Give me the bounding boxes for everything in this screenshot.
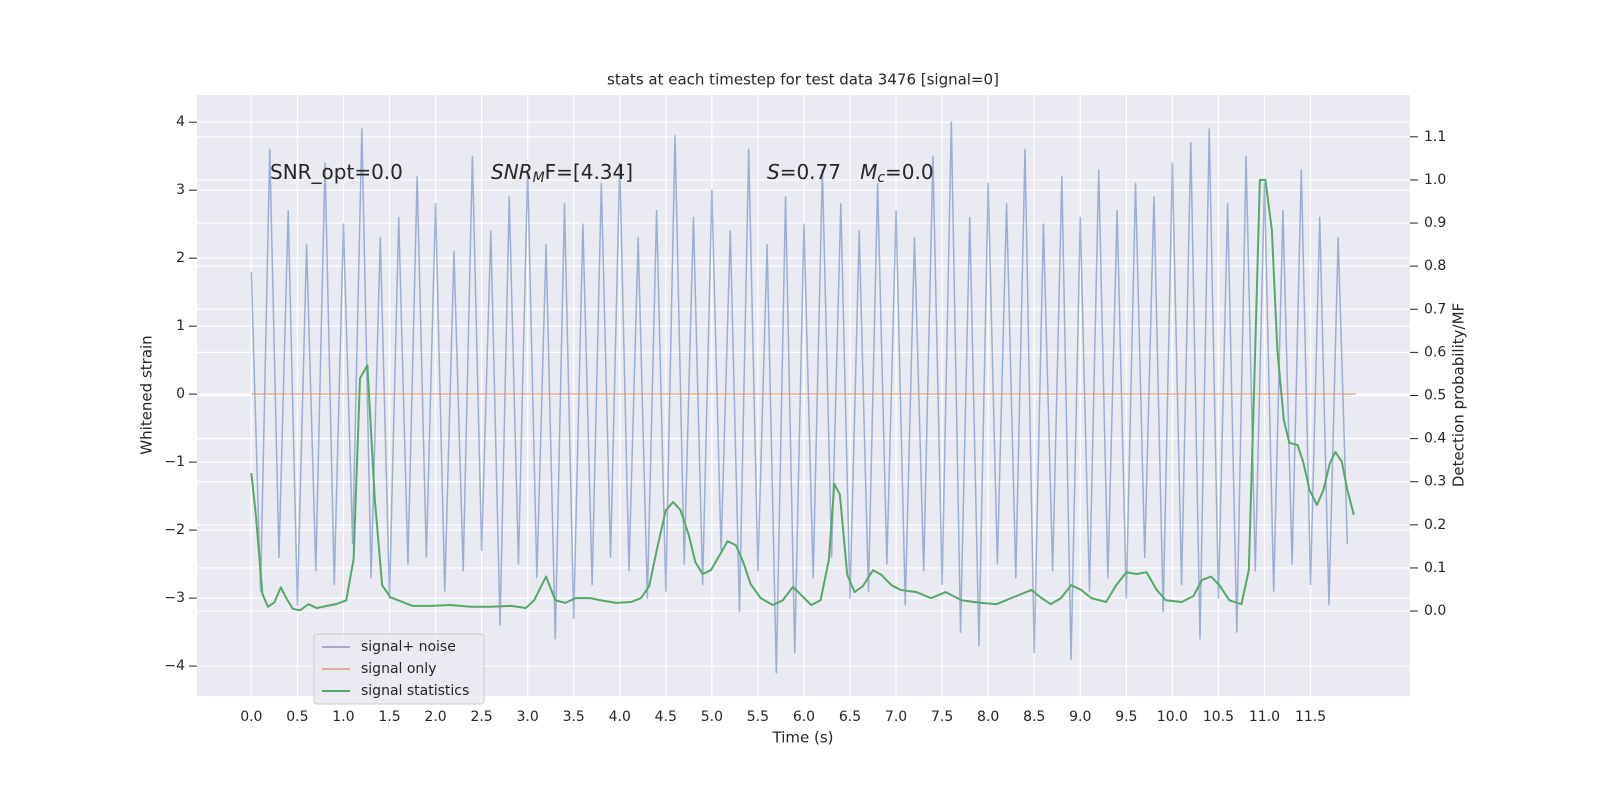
- x-tick-label: 4.0: [609, 709, 631, 725]
- x-tick-label: 0.0: [240, 709, 262, 725]
- y2-tick-label: 0.3: [1424, 474, 1446, 490]
- x-tick-label: 2.5: [470, 709, 492, 725]
- y2-axis-label: Detection probability/MF: [1450, 303, 1468, 487]
- annotation: SNRMF=[4.34]: [491, 160, 633, 187]
- annotation: SNR_opt=0.0: [270, 160, 403, 184]
- x-tick-label: 10.0: [1157, 709, 1188, 725]
- y-tick-label: −2: [164, 522, 185, 538]
- annotation-part: SNR: [491, 160, 533, 184]
- annotation-part: M: [860, 160, 877, 184]
- annotation-part: SNR_opt=0.0: [270, 160, 403, 184]
- y2-tick-label: 0.2: [1424, 517, 1446, 533]
- y-tick-label: 1: [176, 318, 185, 334]
- x-tick-label: 2.0: [424, 709, 446, 725]
- y-tick-label: 3: [176, 182, 185, 198]
- y-tick-label: −1: [164, 454, 185, 470]
- y2-tick-label: 0.7: [1424, 301, 1446, 317]
- annotation-part: F=[4.34]: [545, 160, 633, 184]
- x-tick-label: 3.5: [563, 709, 585, 725]
- y2-tick-label: 0.9: [1424, 215, 1446, 231]
- x-tick-label: 7.0: [885, 709, 907, 725]
- legend-label: signal only: [361, 661, 436, 677]
- x-tick-label: 11.0: [1249, 709, 1280, 725]
- y2-tick-label: 1.0: [1424, 172, 1446, 188]
- y2-tick-label: 0.0: [1424, 603, 1446, 619]
- y2-tick-label: 0.1: [1424, 560, 1446, 576]
- x-tick-label: 9.5: [1115, 709, 1137, 725]
- chart-title: stats at each timestep for test data 347…: [607, 71, 999, 89]
- x-tick-label: 11.5: [1295, 709, 1326, 725]
- y2-tick-label: 0.4: [1424, 431, 1446, 447]
- x-tick-label: 6.5: [839, 709, 861, 725]
- legend-label: signal+ noise: [361, 639, 456, 655]
- y-tick-label: 0: [176, 386, 185, 402]
- legend-label: signal statistics: [361, 683, 469, 699]
- annotation: S=0.77 Mc=0.0: [767, 160, 934, 187]
- legend-box: [313, 633, 485, 705]
- series-line: [250, 178, 1355, 612]
- x-tick-label: 1.5: [378, 709, 400, 725]
- x-tick-label: 6.0: [793, 709, 815, 725]
- annotation-part: c: [877, 170, 885, 186]
- x-tick-label: 3.0: [517, 709, 539, 725]
- y-axis-label: Whitened strain: [138, 335, 156, 454]
- annotation-part: S: [767, 160, 780, 184]
- y-tick-label: 2: [176, 250, 185, 266]
- x-tick-label: 8.0: [977, 709, 999, 725]
- x-tick-label: 10.5: [1203, 709, 1234, 725]
- x-tick-label: 0.5: [286, 709, 308, 725]
- y-tick-label: −4: [164, 658, 185, 674]
- x-tick-label: 8.5: [1023, 709, 1045, 725]
- x-tick-label: 5.5: [747, 709, 769, 725]
- y2-tick-label: 0.5: [1424, 388, 1446, 404]
- x-tick-label: 5.0: [701, 709, 723, 725]
- y2-tick-label: 0.8: [1424, 258, 1446, 274]
- y-tick-label: −3: [164, 590, 185, 606]
- y2-tick-label: 1.1: [1424, 129, 1446, 145]
- y2-tick-label: 0.6: [1424, 344, 1446, 360]
- x-tick-label: 7.5: [931, 709, 953, 725]
- x-axis-label: Time (s): [772, 729, 834, 747]
- y-tick-label: 4: [176, 114, 185, 130]
- x-tick-label: 9.0: [1069, 709, 1091, 725]
- annotation-part: =0.0: [885, 160, 934, 184]
- series-line: [250, 121, 1349, 674]
- x-tick-label: 4.5: [655, 709, 677, 725]
- x-tick-label: 1.0: [332, 709, 354, 725]
- annotation-part: M: [533, 170, 545, 186]
- annotation-part: =0.77: [780, 160, 860, 184]
